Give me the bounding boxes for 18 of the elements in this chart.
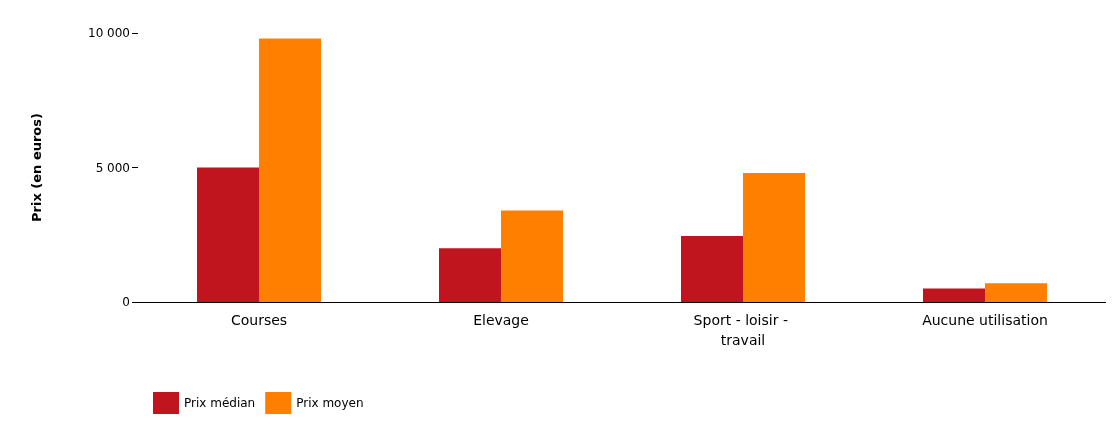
bar	[197, 167, 259, 302]
bar	[923, 288, 985, 302]
x-tick-label: Aucune utilisation	[922, 312, 1048, 328]
x-tick-label: Elevage	[473, 312, 529, 328]
x-tick-label: Sport - loisir - travail	[693, 312, 793, 348]
bar	[259, 38, 321, 302]
bar	[501, 210, 563, 302]
x-tick-label: Courses	[230, 312, 288, 328]
bar	[439, 248, 501, 302]
y-axis-title: Prix (en euros)	[29, 113, 44, 222]
legend-label: Prix moyen	[296, 396, 364, 410]
y-tick-label: 10 000	[88, 26, 130, 40]
y-tick-label: 5 000	[95, 160, 130, 175]
y-tick-label: 0	[122, 295, 130, 309]
bar	[681, 236, 743, 302]
bar	[985, 283, 1047, 302]
bar	[743, 172, 805, 302]
legend-label: Prix médian	[184, 396, 256, 410]
